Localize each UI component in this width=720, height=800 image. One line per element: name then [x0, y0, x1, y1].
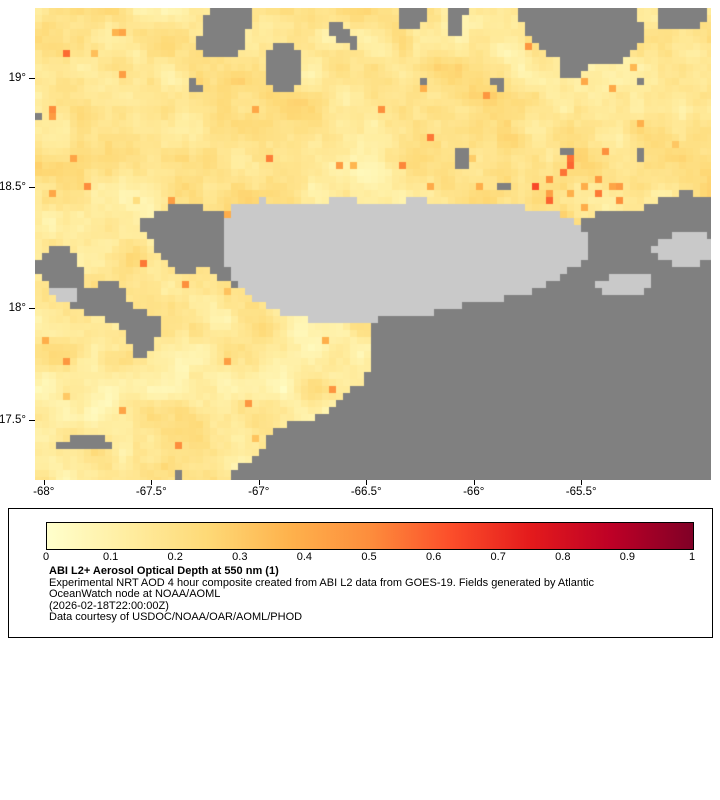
legend-desc-line-1: Experimental NRT AOD 4 hour composite cr…	[49, 576, 594, 589]
lon-tick-label: -68°	[33, 486, 55, 498]
lat-tick-mark	[29, 308, 35, 310]
lat-tick-mark	[29, 186, 35, 188]
lon-tick-mark	[473, 480, 475, 485]
colorbar-tick-label: 0.5	[361, 551, 377, 563]
aod-raster-map	[35, 8, 711, 480]
legend-courtesy: Data courtesy of USDOC/NOAA/OAR/AOML/PHO…	[49, 611, 303, 623]
legend-text-block: ABI L2+ Aerosol Optical Depth at 550 nm …	[49, 565, 702, 624]
lon-tick-label: -67.5°	[135, 486, 167, 498]
colorbar-tick-label: 0.9	[619, 551, 636, 563]
lat-tick-label: 18°	[8, 302, 26, 315]
lon-tick-mark	[151, 480, 153, 485]
lon-tick-mark	[366, 480, 368, 485]
colorbar-tick-label: 0.2	[167, 551, 183, 563]
lon-tick-label: -67°	[248, 486, 270, 498]
legend-panel: 0 0.1 0.2 0.3 0.4 0.5 0.6 0.7 0.8 0.9 1 ABI L2+ Ae…	[8, 508, 713, 638]
lat-tick-mark	[29, 77, 35, 79]
colorbar-gradient	[46, 522, 694, 550]
colorbar-tick-label: 0.3	[232, 551, 248, 563]
colorbar-tick-label: 0.7	[490, 551, 506, 563]
colorbar-tick-label: 0.1	[102, 551, 119, 563]
colorbar-tick-label: 0	[42, 551, 50, 563]
longitude-axis: -68° -67.5° -67° -66.5° -66° -65.5°	[33, 480, 711, 502]
lat-tick-label: 18.5°	[0, 180, 26, 193]
lat-tick-label: 19°	[8, 71, 26, 84]
legend-title: ABI L2+ Aerosol Optical Depth at 550 nm …	[49, 565, 279, 577]
colorbar-tick-label: 0.6	[425, 551, 442, 563]
legend-timestamp: (2026-02-18T22:00:00Z)	[49, 599, 169, 612]
colorbar-tick-label: 0.4	[296, 551, 313, 563]
lat-tick-mark	[29, 420, 35, 422]
lon-tick-mark	[581, 480, 583, 485]
colorbar-ticks: 0 0.1 0.2 0.3 0.4 0.5 0.6 0.7 0.8 0.9 1	[42, 551, 696, 565]
lon-tick-label: -66.5°	[350, 486, 382, 498]
lon-tick-mark	[43, 480, 45, 485]
lon-tick-mark	[258, 480, 260, 485]
latitude-axis: 19° 18.5° 18° 17.5°	[0, 8, 35, 480]
lon-tick-label: -66°	[463, 486, 485, 498]
colorbar-tick-label: 1	[688, 551, 696, 563]
lon-tick-label: -65.5°	[565, 486, 597, 498]
legend-desc-line-2: OceanWatch node at NOAA/AOML	[49, 588, 221, 600]
colorbar-tick-label: 0.8	[555, 551, 571, 563]
lat-tick-label: 17.5°	[0, 414, 26, 427]
map-panel: 19° 18.5° 18° 17.5° -68° -67.5° -67° -66.5° -66…	[0, 8, 711, 502]
